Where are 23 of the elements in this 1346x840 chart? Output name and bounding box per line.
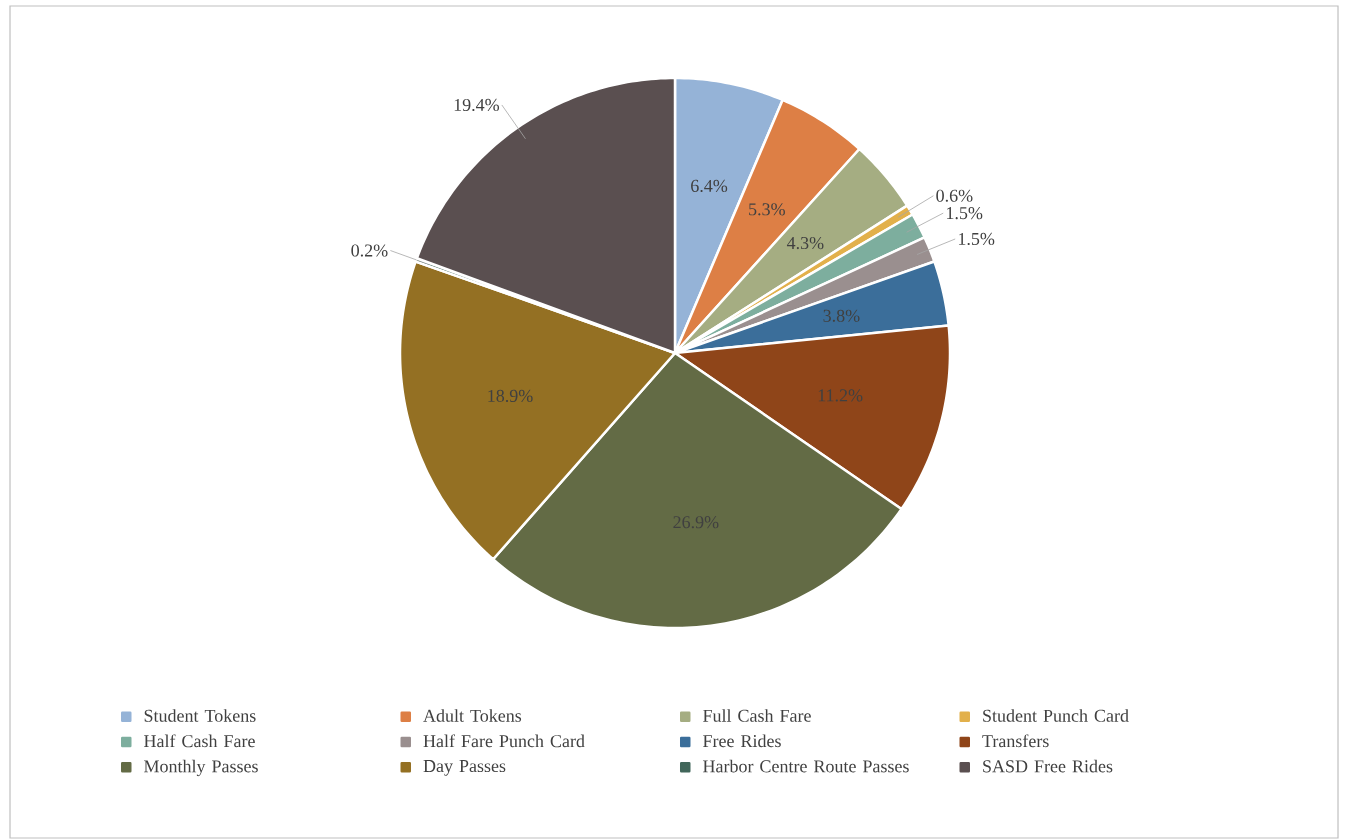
- legend-label: Monthly Passes: [144, 759, 258, 777]
- legend-label: Harbor Centre Route Passes: [703, 759, 909, 773]
- legend-label: SASD Free Rides: [983, 759, 1113, 773]
- legend-label: Transfers: [982, 734, 1049, 748]
- data-label: 11.2%: [818, 389, 863, 402]
- data-label: 3.8%: [823, 309, 860, 322]
- data-label: 0.6%: [936, 189, 973, 202]
- legend-label: Free Rides: [703, 734, 781, 748]
- data-label: 19.4%: [454, 98, 500, 112]
- legend-label: Full Cash Fare: [703, 709, 811, 722]
- data-label: 18.9%: [488, 389, 533, 403]
- legend-label: Half Cash Fare: [144, 734, 255, 748]
- legend-label: Student Punch Card: [983, 709, 1129, 722]
- data-label: 0.2%: [351, 244, 388, 257]
- legend-label: Half Fare Punch Card: [423, 734, 585, 748]
- legend-label: Day Passes: [423, 760, 506, 776]
- legend-label: Adult Tokens: [423, 709, 522, 722]
- data-label: 5.3%: [749, 203, 785, 216]
- data-label: 1.5%: [958, 232, 995, 246]
- legend-label: Student Tokens: [144, 709, 256, 722]
- data-label: 6.4%: [691, 179, 728, 193]
- data-label: 1.5%: [947, 207, 983, 220]
- data-label: 4.3%: [786, 236, 824, 250]
